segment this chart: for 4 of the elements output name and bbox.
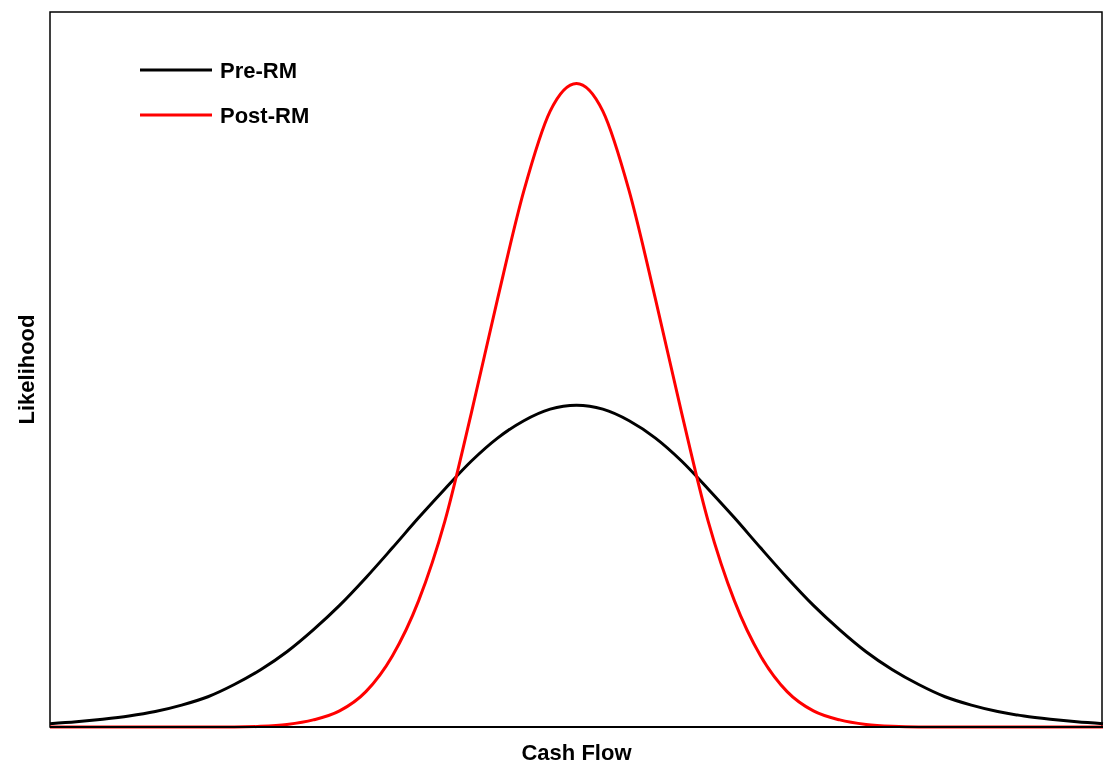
y-axis-title: Likelihood [14, 314, 39, 425]
legend-label: Pre-RM [220, 58, 298, 83]
legend-label: Post-RM [220, 103, 310, 128]
x-axis-title: Cash Flow [521, 740, 633, 765]
